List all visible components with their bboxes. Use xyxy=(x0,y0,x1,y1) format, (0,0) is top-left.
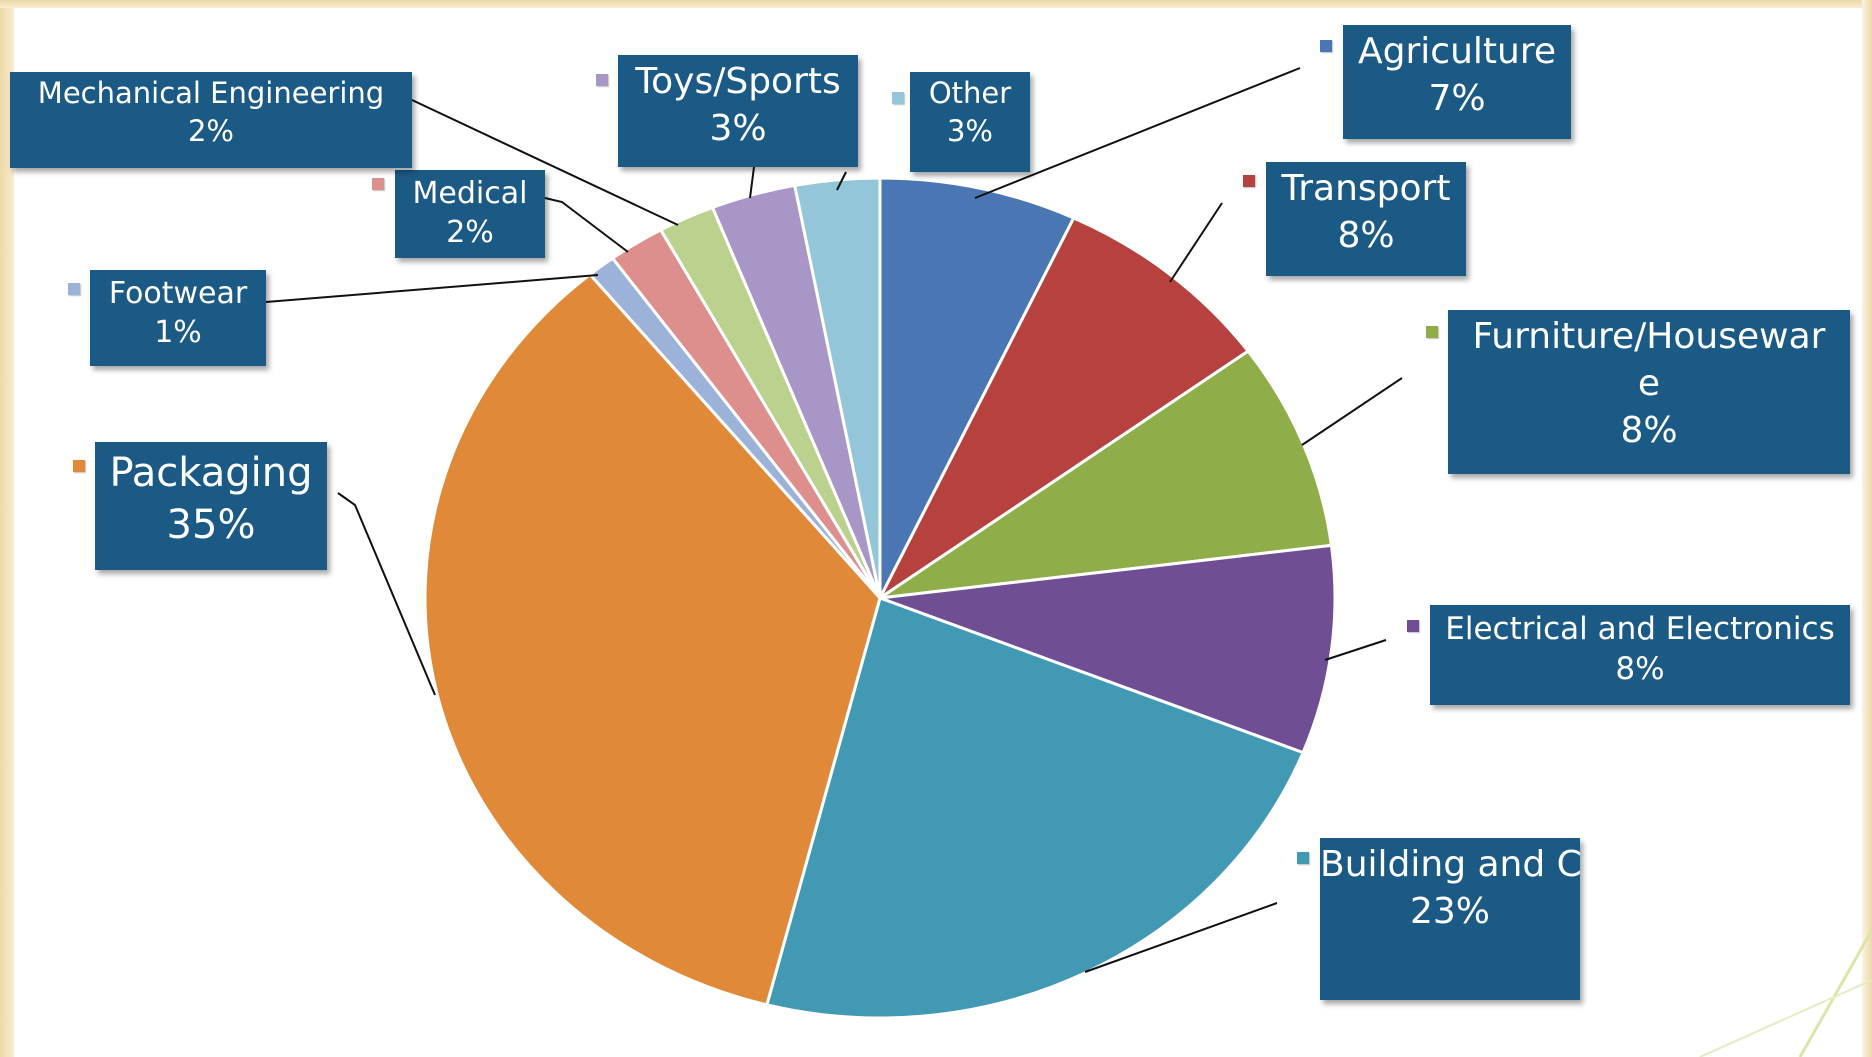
data-label-percent: 23% xyxy=(1409,890,1490,932)
label-swatch-building-and-construction xyxy=(1297,852,1309,864)
label-swatch-toys-sports xyxy=(596,74,608,86)
data-label-percent: 8% xyxy=(1620,409,1678,451)
data-label-medical: Medical 2% xyxy=(395,170,545,258)
leader-line-mechanical-engineering xyxy=(411,99,679,226)
leader-line-medical xyxy=(544,197,629,253)
pie-slice-other xyxy=(793,176,882,600)
data-label-percent: 8% xyxy=(1337,214,1395,256)
label-swatch-other xyxy=(892,92,904,104)
data-label-name: Other xyxy=(928,76,1012,110)
data-label-name: Toys/Sports xyxy=(635,61,841,102)
leader-line-furniture-housewar-e xyxy=(1301,377,1403,446)
data-label-building-and-construction: Building and Construction 23% xyxy=(1320,838,1580,1000)
label-swatch-agriculture xyxy=(1320,40,1332,52)
data-label-percent: 7% xyxy=(1428,77,1486,119)
pie-slice-transport xyxy=(878,216,1250,600)
data-label-transport: Transport 8% xyxy=(1266,162,1466,276)
label-swatch-packaging xyxy=(73,460,85,472)
data-label-agriculture: Agriculture 7% xyxy=(1343,25,1571,139)
data-label-electrical-and-electronics: Electrical and Electronics 8% xyxy=(1430,605,1850,705)
data-label-percent: 2% xyxy=(187,113,234,148)
data-label-other: Other 3% xyxy=(910,72,1030,172)
pie-slice-agriculture xyxy=(878,176,1076,600)
data-label-name: Transport xyxy=(1281,168,1451,209)
decorative-accent-line xyxy=(1798,929,1872,1057)
leader-line-toys-sports xyxy=(749,166,755,199)
data-label-name: Furniture/Housewar e xyxy=(1472,316,1826,404)
slide-frame-left xyxy=(0,0,14,1057)
data-label-footwear: Footwear 1% xyxy=(90,270,266,366)
data-label-percent: 3% xyxy=(946,113,993,148)
pie-slice-electrical-and-electronics xyxy=(878,543,1337,755)
data-label-name: Footwear xyxy=(108,276,248,311)
leader-line-other xyxy=(836,171,847,191)
data-label-name: Packaging xyxy=(109,450,313,496)
data-label-name: Mechanical Engineering xyxy=(37,76,385,110)
data-label-name: Agriculture xyxy=(1358,31,1556,72)
data-label-packaging: Packaging 35% xyxy=(95,442,327,570)
label-swatch-transport xyxy=(1243,175,1255,187)
label-swatch-medical xyxy=(372,178,384,190)
label-swatch-electrical-and-electronics xyxy=(1407,620,1419,632)
data-label-percent: 1% xyxy=(154,315,202,350)
label-swatch-furniture-housewar-e xyxy=(1426,326,1438,338)
leader-line-packaging xyxy=(337,492,436,696)
data-label-percent: 35% xyxy=(166,502,256,548)
leader-line-footwear xyxy=(265,274,599,303)
data-label-percent: 3% xyxy=(709,107,767,149)
decorative-accent-line xyxy=(1699,979,1872,1057)
slide-frame-right xyxy=(1862,0,1872,1057)
leader-line-electrical-and-electronics xyxy=(1324,639,1387,661)
data-label-percent: 8% xyxy=(1615,651,1665,688)
leader-line-building-and-construction xyxy=(1084,902,1278,973)
data-label-mechanical-engineering: Mechanical Engineering 2% xyxy=(10,72,412,168)
label-swatch-footwear xyxy=(68,283,80,295)
data-label-toys-sports: Toys/Sports 3% xyxy=(618,55,858,167)
leader-line-transport xyxy=(1169,202,1223,283)
slide-frame-top xyxy=(0,0,1872,8)
data-label-name: Electrical and Electronics xyxy=(1445,611,1835,647)
data-label-percent: 2% xyxy=(446,215,494,250)
data-label-name: Building and Construction xyxy=(1320,844,1580,885)
leader-line-agriculture xyxy=(974,67,1301,199)
data-label-furniture-housewar-e: Furniture/Housewar e 8% xyxy=(1448,310,1850,474)
pie-slice-packaging xyxy=(423,272,882,1007)
data-label-name: Medical xyxy=(412,176,528,211)
